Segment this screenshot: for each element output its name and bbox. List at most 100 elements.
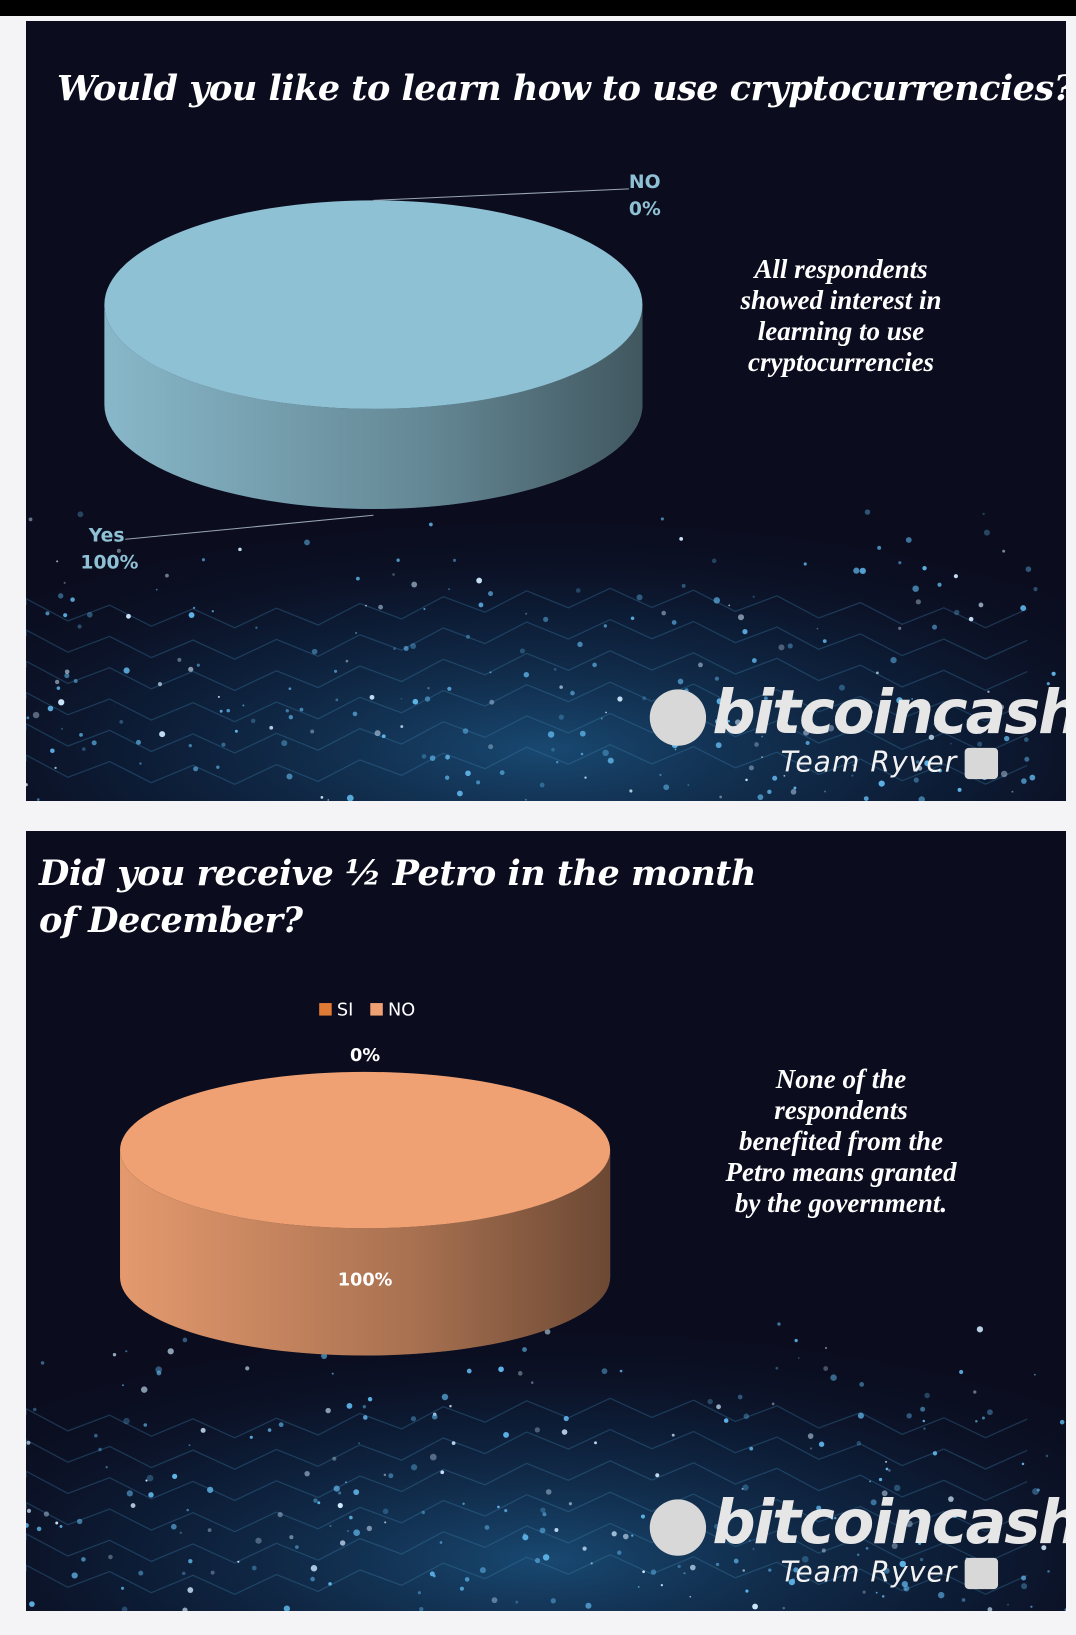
brand-name: bitcoincash — [712, 1488, 1066, 1558]
network-dot — [918, 1541, 922, 1545]
network-dot — [410, 643, 417, 649]
network-dot — [859, 1382, 865, 1387]
network-dot — [47, 705, 54, 712]
network-dot — [534, 1427, 540, 1433]
network-dot — [726, 1513, 731, 1518]
network-dot — [539, 1527, 546, 1534]
network-dot — [716, 698, 723, 705]
network-dot — [64, 673, 70, 679]
network-dot — [462, 1502, 465, 1505]
annotation-line: respondents — [774, 1095, 908, 1125]
annotation: None of the respondents benefited from the… — [666, 1064, 1016, 1219]
network-dot — [816, 1505, 822, 1511]
network-dot — [863, 796, 869, 801]
network-dot — [671, 620, 677, 625]
network-dot — [577, 641, 583, 648]
network-dot — [637, 1585, 640, 1588]
network-dot — [384, 1521, 387, 1524]
network-dot — [345, 1481, 347, 1484]
network-dot — [338, 1491, 342, 1495]
network-dot — [484, 1525, 490, 1530]
network-dot — [242, 704, 245, 707]
network-dot — [36, 798, 40, 801]
network-dot — [165, 573, 169, 578]
network-dot — [522, 1347, 527, 1352]
network-dot — [304, 539, 310, 546]
network-dot — [617, 696, 623, 702]
network-dot — [932, 1451, 938, 1456]
slide: NO 0% Yes 100% bitcoincash Team Ryver Would y… — [26, 21, 1066, 801]
network-dot — [476, 577, 483, 584]
network-dot — [400, 725, 404, 729]
annotation-line: showed interest in — [740, 285, 942, 315]
network-dot — [711, 558, 717, 564]
network-dot — [924, 1392, 930, 1399]
network-dot — [445, 754, 450, 760]
network-dot — [139, 762, 142, 765]
network-dot — [43, 1511, 50, 1517]
network-dot — [575, 588, 581, 593]
network-dot — [875, 1591, 878, 1594]
network-dot — [1021, 1575, 1027, 1581]
network-dot — [255, 1537, 262, 1544]
network-dot — [570, 690, 575, 696]
network-dot — [519, 648, 526, 654]
network-dot — [332, 1456, 337, 1461]
network-dot — [851, 774, 854, 777]
network-dot — [912, 585, 919, 592]
network-dot — [32, 711, 40, 719]
network-dot — [737, 614, 745, 621]
network-dot — [40, 1361, 45, 1365]
network-dot — [554, 1527, 559, 1532]
network-dot — [1002, 549, 1006, 553]
network-dot — [818, 1441, 825, 1447]
network-line — [26, 1428, 1028, 1470]
annotation-line: learning to use — [757, 316, 925, 346]
network-dot — [476, 780, 481, 785]
network-dot — [937, 1591, 945, 1599]
network-dot — [630, 616, 635, 621]
network-line — [26, 712, 1028, 754]
network-dot — [754, 742, 759, 747]
network-dot — [862, 1590, 866, 1594]
network-dot — [320, 795, 324, 799]
network-dot — [1024, 756, 1030, 762]
network-dot — [719, 795, 723, 799]
team-name: Team Ryver — [781, 1555, 959, 1588]
network-dot — [966, 718, 972, 724]
network-dot — [63, 581, 66, 584]
leader-line — [125, 514, 374, 540]
network-dot — [138, 1570, 144, 1576]
network-dot — [920, 1406, 926, 1412]
top-bar — [0, 0, 1076, 16]
network-dot — [345, 659, 349, 663]
network-dot — [465, 770, 471, 777]
network-dot — [119, 719, 124, 724]
network-dot — [978, 602, 984, 608]
network-dot — [26, 716, 30, 720]
network-dot — [681, 583, 686, 588]
network-dot — [968, 616, 974, 622]
network-dot — [932, 624, 938, 630]
network-dot — [177, 657, 182, 662]
network-dot — [801, 1555, 809, 1563]
network-dot — [977, 741, 983, 747]
network-dot — [768, 1568, 772, 1572]
network-dot — [745, 1589, 749, 1593]
network-dot — [311, 648, 318, 655]
network-dot — [674, 748, 677, 751]
network-dot — [125, 1350, 128, 1353]
network-dot — [77, 624, 82, 629]
network-dot — [961, 1598, 966, 1602]
network-dot — [182, 1337, 188, 1343]
network-dot — [464, 1577, 470, 1582]
network-dot — [447, 686, 452, 691]
network-dot — [381, 734, 386, 739]
network-dot — [1021, 778, 1027, 784]
network-dot — [791, 1578, 796, 1582]
network-dot — [915, 599, 921, 605]
network-dot — [26, 783, 28, 787]
network-dot — [346, 1402, 353, 1409]
